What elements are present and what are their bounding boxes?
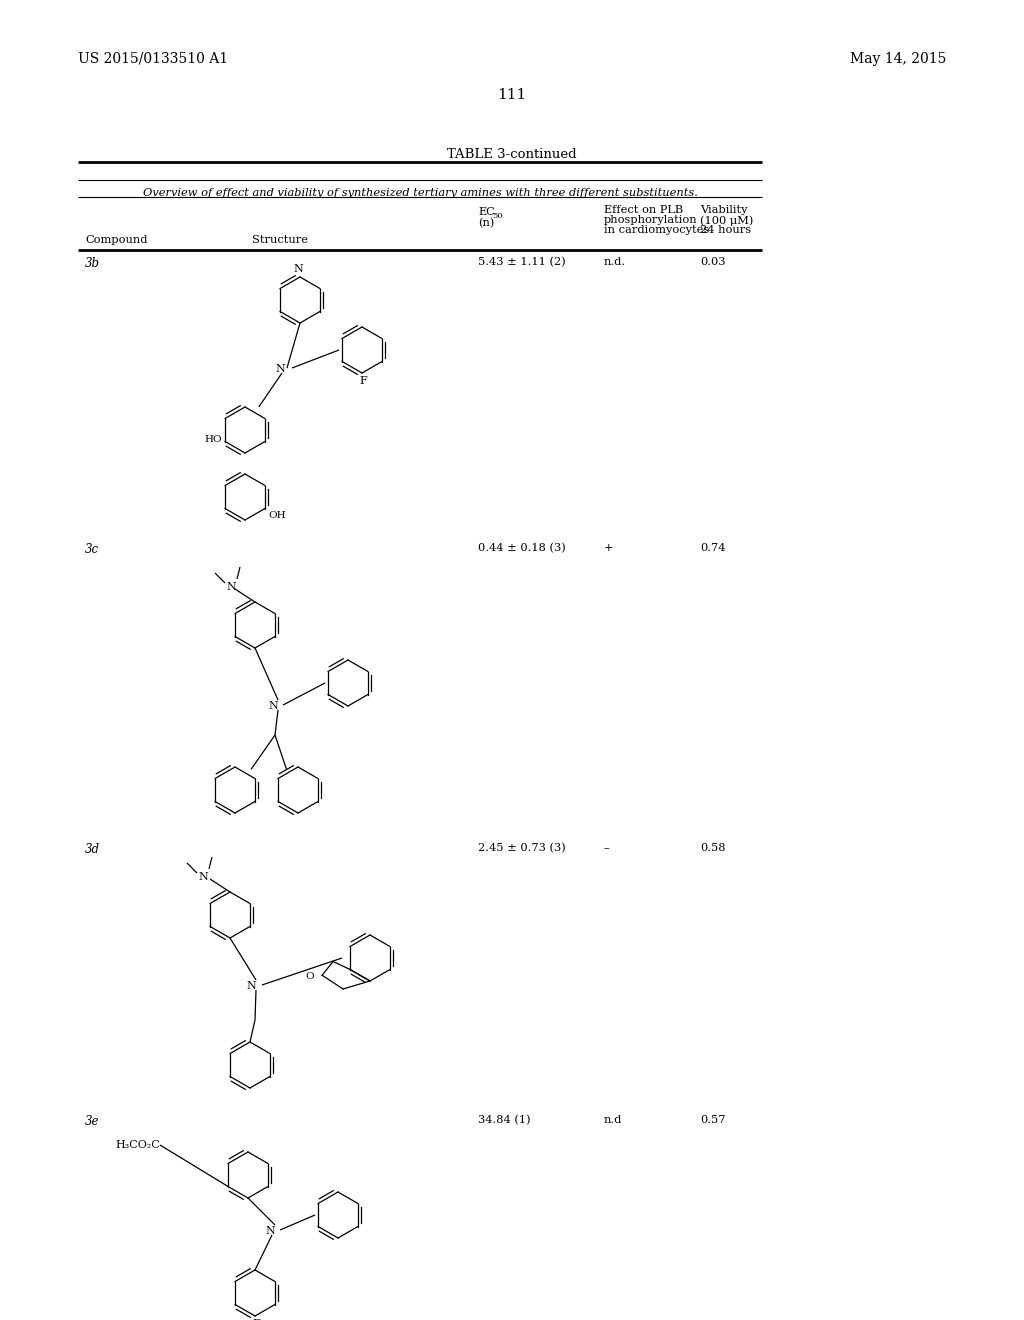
Text: (n): (n) [478, 218, 495, 228]
Text: 0.57: 0.57 [700, 1115, 725, 1125]
Text: US 2015/0133510 A1: US 2015/0133510 A1 [78, 51, 228, 66]
Text: in cardiomyocytes: in cardiomyocytes [604, 224, 710, 235]
Text: 3c: 3c [85, 543, 99, 556]
Text: EC: EC [478, 207, 495, 216]
Text: 2.45 ± 0.73 (3): 2.45 ± 0.73 (3) [478, 843, 565, 853]
Text: N: N [268, 701, 278, 711]
Text: 111: 111 [498, 88, 526, 102]
Text: (100 μM): (100 μM) [700, 215, 754, 226]
Text: N: N [226, 582, 236, 591]
Text: 0.03: 0.03 [700, 257, 725, 267]
Text: Compound: Compound [85, 235, 147, 246]
Text: Viability: Viability [700, 205, 748, 215]
Text: 3d: 3d [85, 843, 100, 855]
Text: 0.58: 0.58 [700, 843, 725, 853]
Text: HO: HO [205, 436, 222, 444]
Text: +: + [604, 543, 613, 553]
Text: 5.43 ± 1.11 (2): 5.43 ± 1.11 (2) [478, 257, 565, 268]
Text: 34.84 (1): 34.84 (1) [478, 1115, 530, 1126]
Text: n.d: n.d [604, 1115, 623, 1125]
Text: Structure: Structure [252, 235, 308, 246]
Text: H₃CO₂C: H₃CO₂C [116, 1140, 160, 1150]
Text: May 14, 2015: May 14, 2015 [850, 51, 946, 66]
Text: N: N [265, 1226, 274, 1236]
Text: F: F [359, 376, 367, 385]
Text: Overview of effect and viability of synthesized tertiary amines with three diffe: Overview of effect and viability of synt… [142, 187, 697, 198]
Text: N: N [246, 981, 256, 991]
Text: N: N [275, 364, 285, 374]
Text: N: N [198, 873, 208, 882]
Text: N: N [293, 264, 303, 275]
Text: 24 hours: 24 hours [700, 224, 752, 235]
Text: –: – [604, 843, 609, 853]
Text: 0.44 ± 0.18 (3): 0.44 ± 0.18 (3) [478, 543, 565, 553]
Text: Effect on PLB: Effect on PLB [604, 205, 683, 215]
Text: TABLE 3-continued: TABLE 3-continued [447, 148, 577, 161]
Text: O: O [305, 972, 314, 981]
Text: phosphorylation: phosphorylation [604, 215, 697, 224]
Text: 3e: 3e [85, 1115, 99, 1129]
Text: n.d.: n.d. [604, 257, 626, 267]
Text: 0.74: 0.74 [700, 543, 725, 553]
Text: 3b: 3b [85, 257, 100, 271]
Text: 50: 50 [492, 213, 503, 220]
Text: OH: OH [268, 511, 286, 520]
